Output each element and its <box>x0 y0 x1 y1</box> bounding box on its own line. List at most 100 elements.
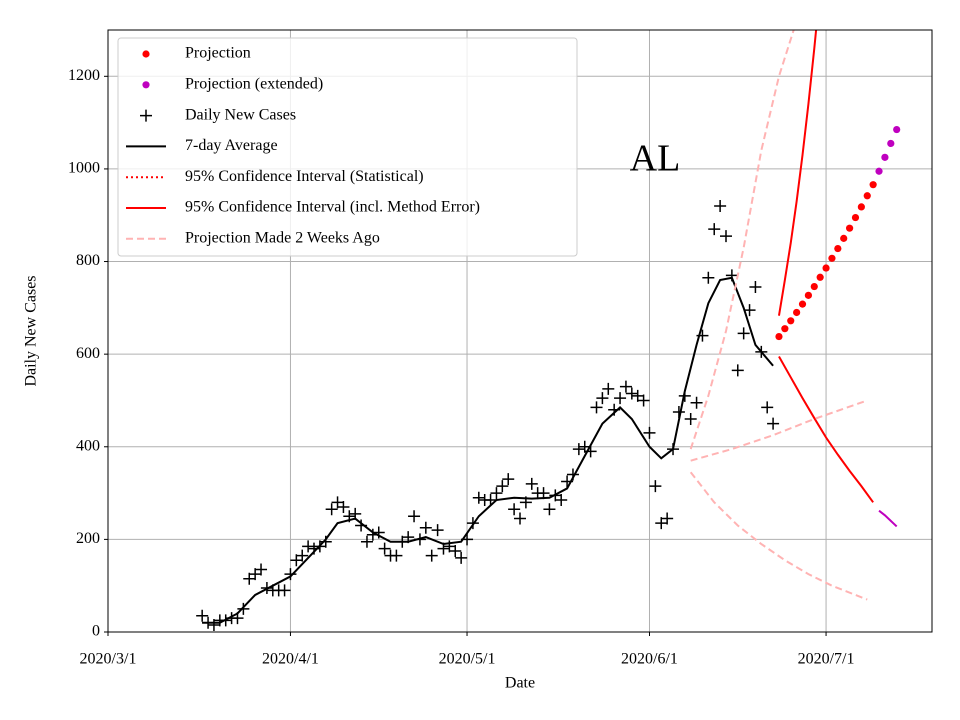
projection-dot <box>798 300 807 308</box>
series-line <box>878 509 898 528</box>
plus-marker <box>714 199 727 212</box>
x-tick-label: 2020/5/1 <box>439 651 496 668</box>
projection-dot <box>869 181 877 189</box>
plus-marker <box>337 500 350 513</box>
plus-marker <box>325 503 338 516</box>
axes-frame <box>107 29 933 633</box>
y-tick-label: 800 <box>76 252 100 269</box>
plus-marker <box>455 551 468 564</box>
plus-marker <box>761 401 774 414</box>
plus-marker <box>737 327 750 340</box>
plus-marker <box>378 542 391 555</box>
plus-marker <box>484 494 497 507</box>
plus-marker <box>684 412 697 425</box>
plus-marker <box>255 563 268 576</box>
y-tick-label: 200 <box>76 530 100 547</box>
plus-marker <box>408 510 421 523</box>
plus-marker <box>472 491 485 504</box>
projection-dot <box>828 254 836 262</box>
legend-marker <box>142 50 150 58</box>
x-tick-label: 2020/7/1 <box>798 651 855 668</box>
y-axis-label: Daily New Cases <box>23 275 40 386</box>
plus-marker <box>767 417 780 430</box>
y-tick-label: 400 <box>76 437 100 454</box>
projection-dot <box>810 282 818 291</box>
plus-marker <box>661 512 674 525</box>
annotation: AL <box>630 138 681 180</box>
plot-area <box>196 30 901 632</box>
y-tick-label: 1200 <box>68 67 100 84</box>
projection-dot <box>875 167 883 175</box>
plus-marker <box>572 443 585 456</box>
series-line <box>778 355 874 503</box>
x-tick-label: 2020/4/1 <box>262 651 319 668</box>
plus-marker <box>543 503 556 516</box>
plus-marker <box>643 426 656 439</box>
plus-marker <box>614 392 627 405</box>
projection-dot <box>857 203 865 211</box>
plus-marker <box>196 609 209 622</box>
y-tick-label: 1000 <box>68 160 100 177</box>
legend-label: 7-day Average <box>185 137 278 154</box>
plus-marker <box>525 477 538 490</box>
legend-label: Projection <box>185 45 251 62</box>
projection-dot <box>793 308 801 317</box>
plus-marker <box>490 487 503 500</box>
series-line <box>777 30 818 316</box>
projection-dot <box>851 213 860 222</box>
projection-dot <box>804 291 813 299</box>
legend: Projection Projection (extended) Daily New… <box>117 37 578 257</box>
plus-marker <box>731 364 744 377</box>
plus-marker <box>425 549 438 562</box>
projection-dot <box>787 317 795 325</box>
plus-marker <box>508 503 521 516</box>
projection-dot <box>775 332 783 341</box>
plus-marker <box>590 401 603 414</box>
projection-dot <box>816 273 824 281</box>
plus-marker <box>602 382 615 395</box>
projection-dot <box>840 234 848 242</box>
plus-marker <box>278 584 291 597</box>
legend-label: 95% Confidence Interval (Statistical) <box>185 168 424 185</box>
series-line <box>689 471 868 601</box>
series-line <box>689 30 795 450</box>
plus-marker <box>496 480 509 493</box>
projection-dot <box>834 244 842 253</box>
plus-marker <box>708 223 721 236</box>
projection-dot <box>893 125 901 134</box>
x-tick-label: 2020/3/1 <box>80 651 137 668</box>
legend-label: 95% Confidence Interval (incl. Method Er… <box>185 199 480 216</box>
legend-marker <box>142 81 150 89</box>
plus-marker <box>360 535 373 548</box>
plus-marker <box>649 480 662 493</box>
projection-dot <box>881 153 889 161</box>
projection-dot <box>846 224 854 232</box>
series-line <box>202 276 774 624</box>
plus-marker <box>390 549 403 562</box>
plus-marker <box>302 540 315 553</box>
plus-marker <box>596 392 609 405</box>
legend-box <box>117 37 578 257</box>
plus-marker <box>637 394 650 407</box>
plus-marker <box>720 230 732 243</box>
plus-marker <box>749 281 762 294</box>
plus-marker <box>743 304 756 317</box>
plus-marker <box>555 494 568 507</box>
axes: 0 200 400 600 800 1000 1200 2020/3/1 2020/4/1 202… <box>68 67 855 668</box>
projection-dot <box>822 264 830 272</box>
y-tick-label: 600 <box>76 345 100 362</box>
legend-label: Projection Made 2 Weeks Ago <box>185 229 380 246</box>
legend-label: Projection (extended) <box>185 75 323 92</box>
plus-marker <box>419 521 432 534</box>
plus-marker <box>625 387 638 400</box>
legend-label: Daily New Cases <box>185 106 296 123</box>
projection-dot <box>781 325 789 333</box>
plus-marker <box>140 109 152 122</box>
plus-marker <box>690 396 703 409</box>
plus-marker <box>284 568 297 581</box>
x-axis-label: Date <box>505 675 535 692</box>
x-tick-label: 2020/6/1 <box>621 651 678 668</box>
plus-marker <box>431 524 444 537</box>
y-tick-label: 0 <box>92 623 100 640</box>
